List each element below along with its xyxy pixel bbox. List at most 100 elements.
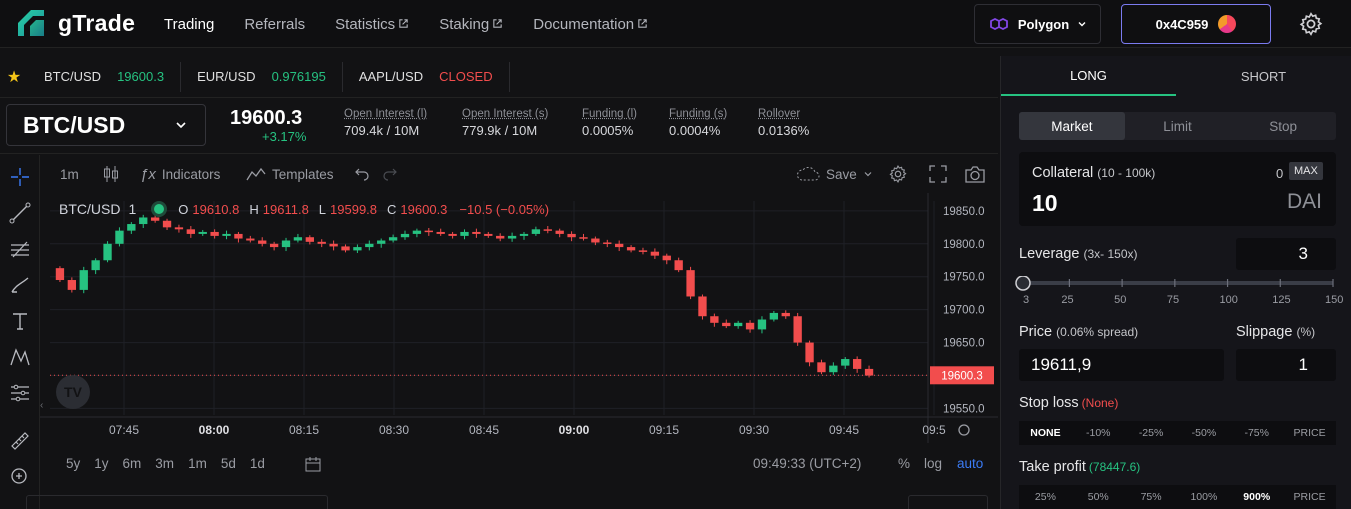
favorite-pair-btc[interactable]: BTC/USD 19600.3 (28, 62, 181, 92)
scroll-left-icon[interactable]: ‹ (40, 400, 43, 411)
external-link-icon (492, 18, 503, 29)
fx-icon: ƒx (140, 166, 156, 183)
main-nav: Trading Referrals Statistics Staking Doc… (164, 0, 648, 48)
camera-icon[interactable] (964, 164, 986, 184)
candle-body (341, 246, 349, 250)
indicators-button[interactable]: ƒx Indicators (140, 166, 220, 183)
takeprofit-option[interactable]: 100% (1177, 491, 1230, 503)
price-input[interactable]: 19611,9 (1019, 349, 1224, 381)
prediction-icon[interactable] (8, 381, 32, 405)
crosshair-icon[interactable] (8, 165, 32, 189)
favorite-pair-aapl[interactable]: AAPL/USD CLOSED (343, 62, 510, 92)
nav-documentation[interactable]: Documentation (533, 16, 648, 33)
price-chart[interactable]: 19850.0 19800.0 19750.0 19700.0 19650.0 19600… (40, 193, 998, 443)
ruler-icon[interactable] (8, 429, 32, 453)
zoom-in-icon[interactable] (8, 465, 32, 489)
candle-body (865, 369, 873, 376)
price-label-text: Price (1019, 324, 1052, 340)
order-type-limit[interactable]: Limit (1125, 112, 1231, 140)
nav-staking[interactable]: Staking (439, 16, 503, 33)
candle-body (544, 229, 552, 231)
takeprofit-option[interactable]: 50% (1072, 491, 1125, 503)
slippage-unit: (%) (1296, 325, 1315, 339)
favorite-pair-price: 19600.3 (117, 69, 164, 84)
chart-settings-icon[interactable] (888, 164, 908, 184)
pattern-icon[interactable] (8, 345, 32, 369)
redo-icon[interactable] (382, 167, 398, 181)
candle-body (793, 316, 801, 342)
takeprofit-option[interactable]: PRICE (1283, 491, 1336, 503)
candle-body (639, 250, 647, 252)
takeprofit-option[interactable]: 25% (1019, 491, 1072, 503)
pair-selector[interactable]: BTC/USD (6, 104, 206, 146)
network-label: Polygon (1018, 17, 1069, 32)
stoploss-option[interactable]: NONE (1019, 427, 1072, 439)
candle-body (532, 229, 540, 234)
fullscreen-icon[interactable] (928, 164, 948, 184)
y-tick-label: 19800.0 (943, 239, 985, 251)
tab-short[interactable]: SHORT (1176, 56, 1351, 96)
order-type-stop[interactable]: Stop (1230, 112, 1336, 140)
chart-bottom-bar: 5y 1y 6m 3m 1m 5d 1d 09:49:33 (UTC+2) % log au… (40, 450, 998, 480)
nav-documentation-label: Documentation (533, 16, 634, 33)
nav-trading[interactable]: Trading (164, 16, 214, 33)
drawing-toolbar (0, 155, 40, 509)
legend-l-label: L (319, 202, 326, 217)
collateral-input[interactable]: 10 (1032, 190, 1058, 217)
interval-button[interactable]: 1m (60, 167, 79, 182)
slippage-value: 1 (1299, 355, 1308, 375)
stoploss-option[interactable]: -50% (1177, 427, 1230, 439)
tab-long[interactable]: LONG (1001, 56, 1176, 96)
chart-clock[interactable]: 09:49:33 (UTC+2) (753, 456, 861, 471)
auto-toggle[interactable]: auto (957, 456, 983, 471)
calendar-icon[interactable] (304, 455, 322, 473)
x-tick-label: 09:00 (559, 423, 590, 437)
undo-icon[interactable] (354, 167, 370, 181)
network-selector[interactable]: Polygon (974, 4, 1101, 44)
y-tick-label: 19550.0 (943, 403, 985, 415)
takeprofit-option[interactable]: 900% (1230, 491, 1283, 503)
range-button-1d[interactable]: 1d (250, 456, 265, 471)
slider-handle (1016, 276, 1030, 290)
log-toggle[interactable]: log (924, 456, 942, 471)
filter-dropdown[interactable] (908, 495, 988, 509)
logo[interactable]: gTrade (14, 6, 135, 40)
templates-button[interactable]: Templates (246, 167, 334, 182)
positions-tabs[interactable] (26, 495, 328, 509)
leverage-input[interactable]: 3 (1236, 238, 1336, 270)
range-button-5y[interactable]: 5y (66, 456, 80, 471)
max-button[interactable]: MAX (1289, 162, 1323, 180)
range-button-5d[interactable]: 5d (221, 456, 236, 471)
legend-change: −10.5 (−0.05%) (459, 202, 549, 217)
range-button-3m[interactable]: 3m (155, 456, 174, 471)
percent-toggle[interactable]: % (898, 456, 910, 471)
favorite-pair-eur[interactable]: EUR/USD 0.976195 (181, 62, 343, 92)
nav-statistics[interactable]: Statistics (335, 16, 409, 33)
stoploss-option[interactable]: -10% (1072, 427, 1125, 439)
trend-line-icon[interactable] (8, 201, 32, 225)
range-button-1y[interactable]: 1y (94, 456, 108, 471)
candle-body (722, 323, 730, 326)
collateral-field[interactable]: Collateral (10 - 100k) 10 0 MAX DAI (1019, 152, 1336, 226)
gear-icon[interactable] (1298, 11, 1324, 37)
nav-referrals[interactable]: Referrals (244, 16, 305, 33)
takeprofit-option[interactable]: 75% (1125, 491, 1178, 503)
stoploss-option[interactable]: -25% (1125, 427, 1178, 439)
order-type-market[interactable]: Market (1019, 112, 1125, 140)
x-tick-label: 09:30 (739, 423, 769, 437)
stoploss-option[interactable]: -75% (1230, 427, 1283, 439)
text-tool-icon[interactable] (8, 309, 32, 333)
brush-icon[interactable] (8, 273, 32, 297)
candlestick-chart[interactable]: 19850.0 19800.0 19750.0 19700.0 19650.0 19600… (40, 193, 998, 443)
range-button-6m[interactable]: 6m (123, 456, 142, 471)
stoploss-option[interactable]: PRICE (1283, 427, 1336, 439)
tradingview-logo[interactable]: TV (56, 375, 90, 409)
slippage-input[interactable]: 1 (1236, 349, 1336, 381)
star-icon[interactable]: ★ (0, 67, 28, 87)
candle-type-icon[interactable] (102, 164, 120, 184)
fib-retracement-icon[interactable] (8, 237, 32, 261)
save-button[interactable]: Save (796, 167, 873, 182)
range-button-1m[interactable]: 1m (188, 456, 207, 471)
wallet-button[interactable]: 0x4C959 (1121, 4, 1271, 44)
candle-body (210, 232, 218, 236)
